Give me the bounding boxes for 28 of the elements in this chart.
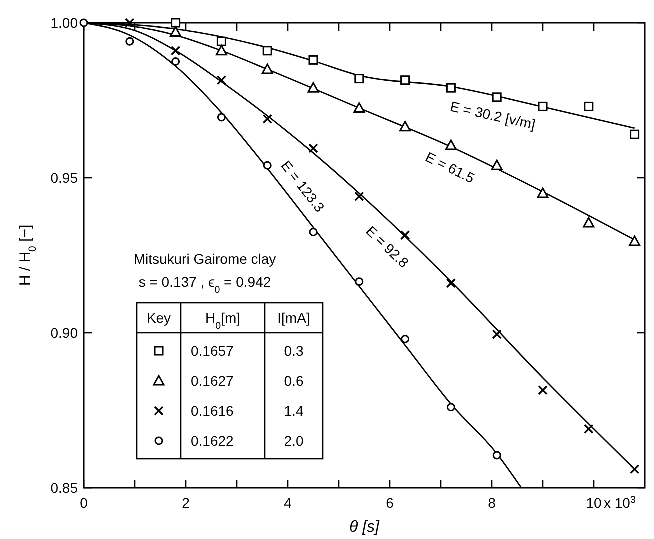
annotation: E = 92.8: [363, 222, 412, 272]
y-tick-label: 0.85: [50, 480, 78, 496]
x-axis-title: θ [s]: [349, 519, 380, 536]
x-tick-label: 4: [284, 495, 292, 511]
annotation: 0.6: [284, 372, 304, 389]
annotation: 1.4: [284, 402, 304, 419]
annotation: H$_{0}$[m]: [205, 310, 241, 332]
annotation: E = 30.2 [v/m]: [448, 98, 538, 133]
legend-label: 0.1616: [191, 402, 234, 419]
legend-title: Key: [146, 310, 172, 326]
annotation: Mitsukuri Gairome clay: [134, 251, 276, 267]
x-tick-label: 2: [182, 495, 190, 511]
text: x 10$^{3}$: [604, 494, 636, 511]
y-tick-label: 1.00: [50, 14, 78, 31]
annotation: 2.0: [284, 432, 304, 449]
legend-label: 0.1622: [191, 432, 234, 449]
x-tick-label: 0: [80, 495, 88, 511]
legend-label: 0.1627: [191, 372, 234, 389]
annotation: I[mA]: [278, 310, 310, 326]
x-tick-label: 8: [488, 495, 496, 511]
x-tick-label: 10: [586, 495, 602, 511]
x-tick-label: 6: [386, 495, 394, 511]
y-tick-label: 0.95: [50, 170, 78, 186]
y-tick-label: 0.90: [50, 324, 78, 341]
annotation: E = 61.5: [423, 148, 478, 186]
annotation: 0.3: [284, 342, 304, 359]
annotation: s = 0.137 , ϵ$_{0}$ = 0.942: [138, 274, 272, 296]
legend-label: 0.1657: [191, 342, 234, 359]
